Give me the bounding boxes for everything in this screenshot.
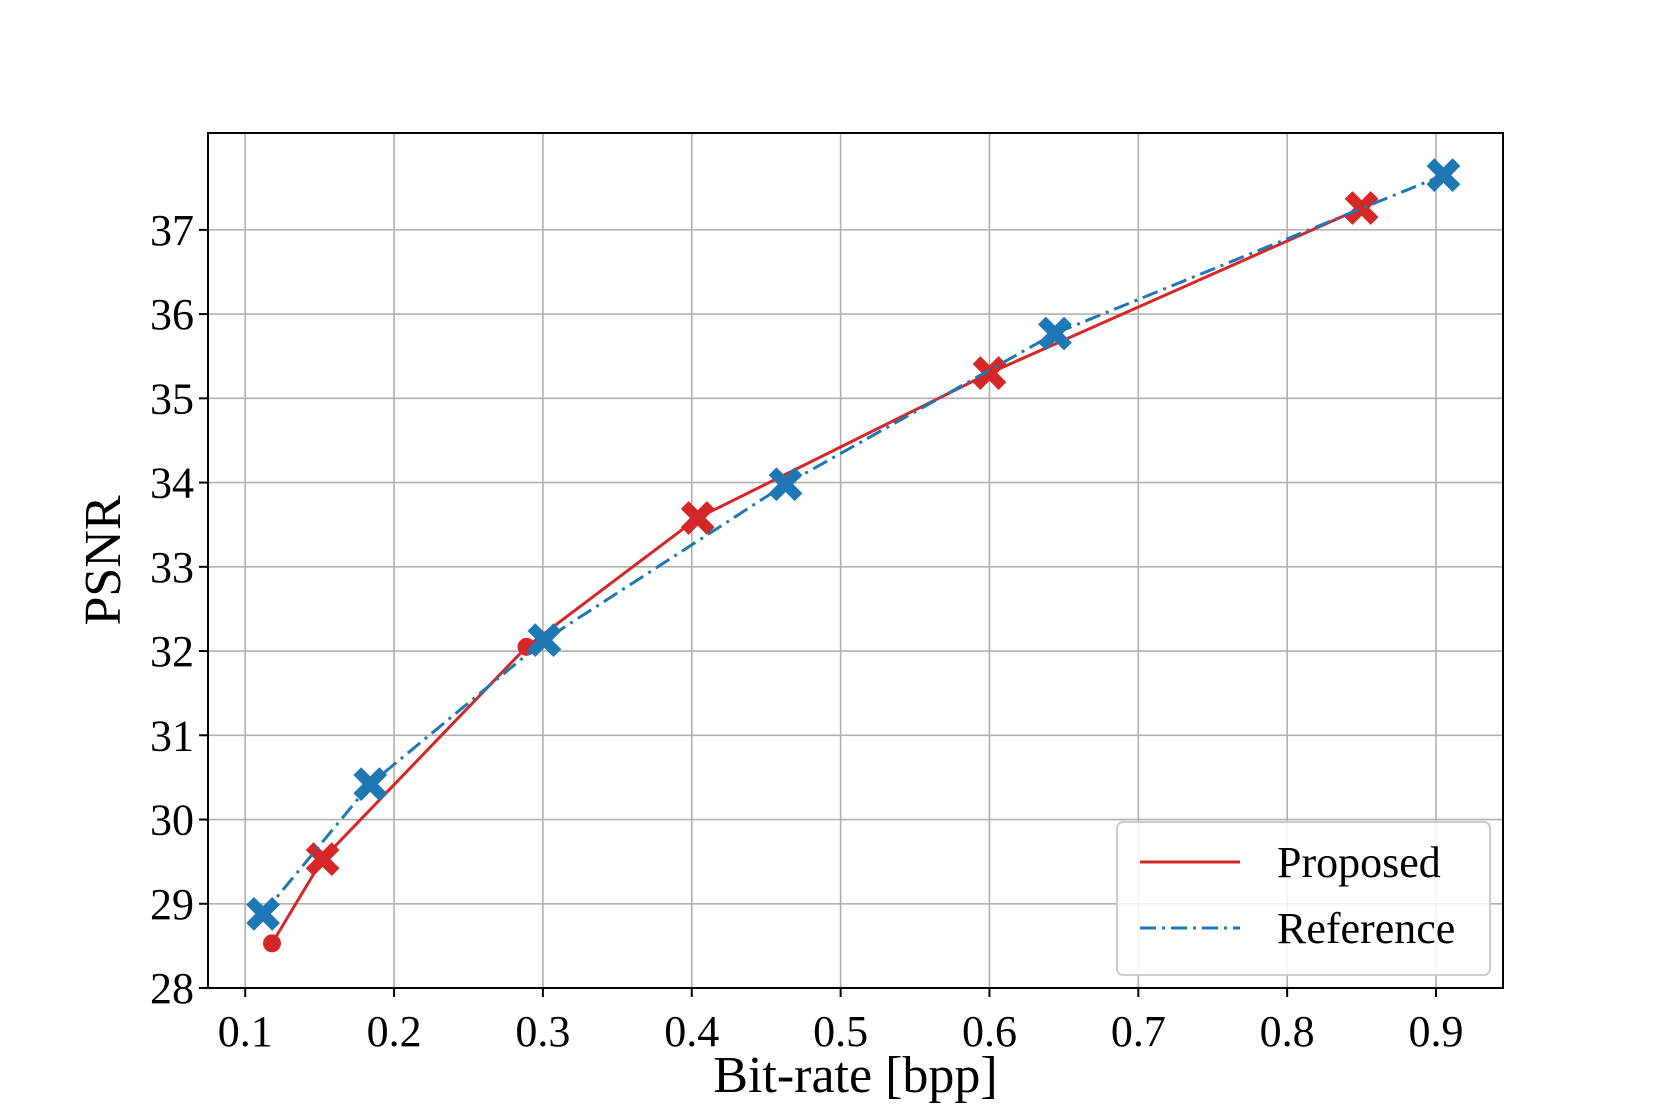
series-proposed: [263, 191, 1379, 953]
y-tick-label: 29: [150, 880, 194, 929]
series-layer: [246, 158, 1461, 953]
grid: [208, 133, 1503, 989]
x-tick-label: 0.6: [962, 1007, 1017, 1056]
x-tick-label: 0.5: [813, 1007, 868, 1056]
x-tick-label: 0.9: [1409, 1007, 1464, 1056]
y-tick-label: 32: [150, 627, 194, 676]
x-tick-label: 0.7: [1111, 1007, 1166, 1056]
x-tick-label: 0.1: [218, 1007, 273, 1056]
y-tick-label: 37: [150, 206, 194, 255]
legend-box: [1116, 821, 1491, 976]
data-point-x-marker: [1038, 316, 1072, 351]
data-point-x-marker: [305, 842, 340, 877]
legend-label-reference: Reference: [1277, 904, 1455, 953]
data-point-x-marker: [527, 623, 562, 657]
y-tick-label: 33: [150, 543, 194, 592]
x-tick-label: 0.4: [664, 1007, 719, 1056]
x-tick-label: 0.3: [515, 1007, 570, 1056]
series-reference: [246, 158, 1461, 931]
data-point-dot: [263, 934, 282, 953]
data-point-x-marker: [1344, 191, 1379, 225]
series-line: [261, 173, 1445, 915]
plot-frame: [207, 132, 1504, 989]
axis-ticks: 0.1 0.2 0.3 0.4 0.5 0.6 0.7 0.8 0.9 28 29 30 31 32 33 3…: [150, 206, 1464, 1056]
x-tick-label: 0.8: [1260, 1007, 1315, 1056]
data-point-x-marker: [246, 896, 280, 931]
x-axis-label: Bit-rate [bpp]: [713, 1047, 997, 1104]
y-tick-label: 31: [150, 711, 194, 760]
data-point-x-marker: [680, 501, 715, 535]
legend-label-proposed: Proposed: [1277, 838, 1441, 887]
y-tick-label: 28: [150, 964, 194, 1013]
x-tick-label: 0.2: [367, 1007, 422, 1056]
y-axis-label: PSNR: [75, 495, 132, 625]
y-tick-label: 35: [150, 374, 194, 423]
data-point-x-marker: [1426, 158, 1461, 193]
y-tick-label: 34: [150, 459, 194, 508]
data-point-x-marker: [353, 767, 388, 802]
legend: Proposed Reference: [1116, 821, 1491, 976]
data-point-x-marker: [972, 356, 1007, 390]
y-tick-label: 30: [150, 796, 194, 845]
y-tick-label: 36: [150, 290, 194, 339]
data-point-x-marker: [768, 467, 803, 502]
